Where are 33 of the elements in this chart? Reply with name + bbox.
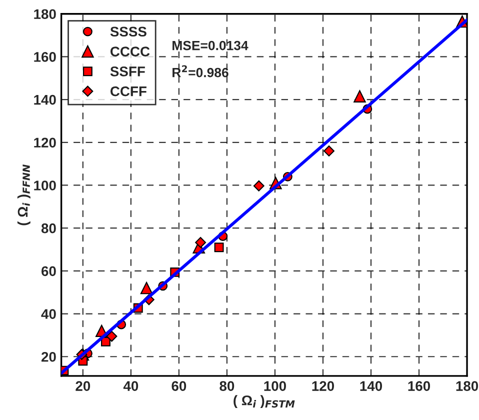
y-axis-title: ( Ω$_{i}$ )$_{FFNN}$ xyxy=(17,164,30,226)
x-tick-label: 120 xyxy=(312,381,334,391)
x-tick-label: 100 xyxy=(264,381,286,391)
legend-label: SSFF xyxy=(110,66,145,76)
x-tick-label: 180 xyxy=(456,381,478,391)
x-tick-label: 60 xyxy=(172,381,186,391)
y-tick-label: 180 xyxy=(34,9,56,20)
point xyxy=(253,180,264,192)
y-tick-label: 20 xyxy=(41,352,56,362)
y-tick-label: 140 xyxy=(34,94,56,105)
y-tick-label: 100 xyxy=(34,180,56,190)
annotation: R$^{2}$=0.986 xyxy=(172,65,228,78)
annotation: MSE=0.0134 xyxy=(172,40,248,50)
x-tick-label: 80 xyxy=(220,381,234,391)
point xyxy=(354,90,366,102)
point xyxy=(106,330,118,342)
y-tick-label: 60 xyxy=(42,266,56,276)
point xyxy=(324,146,334,156)
x-tick-label: 40 xyxy=(123,381,138,391)
legend-label: CCFF xyxy=(110,86,146,96)
x-axis-title: ( Ω$_{i}$ )$_{FSTM}$ xyxy=(234,395,295,408)
y-tick-label: 120 xyxy=(34,138,56,148)
point xyxy=(140,282,153,294)
x-tick-label: 160 xyxy=(408,381,430,391)
x-tick-label: 20 xyxy=(76,381,90,391)
point xyxy=(214,242,224,252)
y-tick-label: 40 xyxy=(41,309,56,319)
y-tick-label: 80 xyxy=(41,223,56,234)
legend-label: CCCC xyxy=(110,46,150,56)
legend-label: SSSS xyxy=(110,26,146,37)
y-tick-label: 160 xyxy=(34,52,56,62)
point xyxy=(195,236,206,248)
x-tick-label: 140 xyxy=(360,381,382,391)
